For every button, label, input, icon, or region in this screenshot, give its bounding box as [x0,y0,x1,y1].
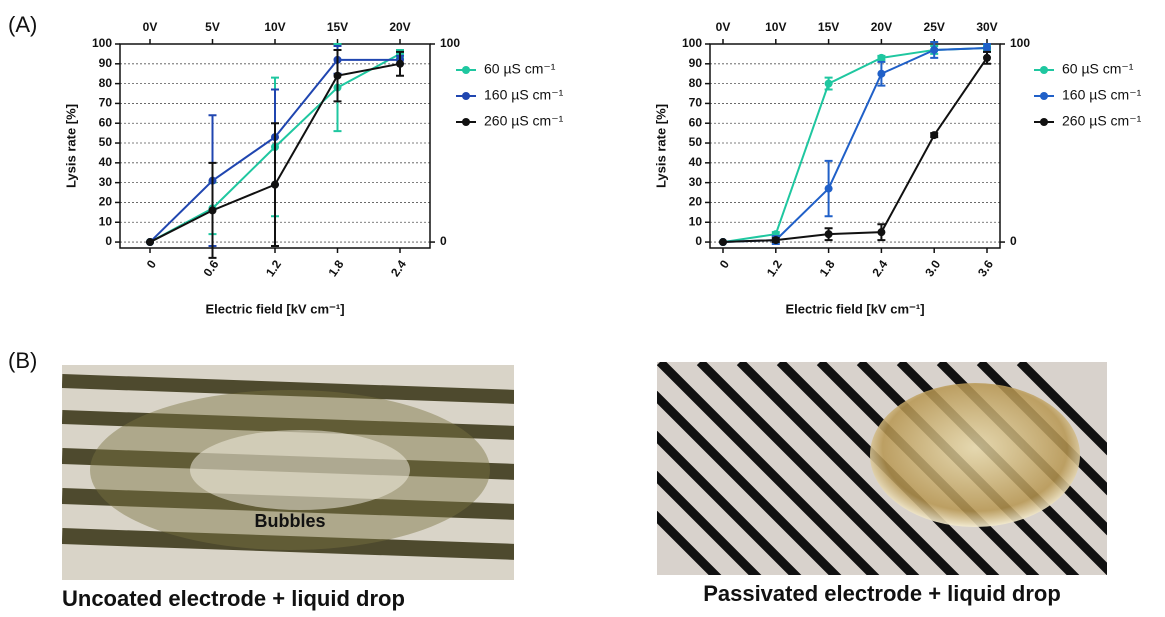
top-tick-label: 0V [143,20,158,34]
data-point [825,80,833,88]
panel-label: (B) [8,348,37,373]
series-line [723,48,987,242]
y-tick-label: 0 [695,234,702,248]
y-axis-title: Lysis rate [%] [653,104,668,188]
y-tick-label: 30 [99,175,113,189]
y-tick-label: 0 [105,234,112,248]
y-tick-label: 10 [99,214,113,228]
data-point [209,206,217,214]
x-tick-label: 0 [717,257,732,271]
figure: (A) (B) Bubbles Uncoated electrode + liq… [0,0,1165,612]
y2-tick-label: 100 [440,36,460,50]
legend-marker [462,92,470,100]
y2-tick-label: 0 [1010,234,1017,248]
data-point [334,72,342,80]
data-point [825,230,833,238]
x-tick-label: 1.2 [263,257,284,279]
legend-label: 60 µS cm⁻¹ [1062,61,1134,77]
x-axis-title: Electric field [kV cm⁻¹] [785,301,924,316]
data-point [983,44,991,52]
y-tick-label: 40 [99,155,113,169]
y-tick-label: 70 [99,96,113,110]
top-tick-label: 25V [924,20,945,34]
panel-label: (A) [8,12,37,37]
legend-marker [462,118,470,126]
x-axis-title: Electric field [kV cm⁻¹] [205,301,344,316]
series-line [723,58,987,242]
data-point [877,54,885,62]
y-axis-title: Lysis rate [%] [63,104,78,188]
top-tick-label: 20V [871,20,892,34]
photo-passivated [640,362,1165,592]
top-tick-label: 0V [716,20,731,34]
y-tick-label: 40 [689,155,703,169]
data-point [825,185,833,193]
y-tick-label: 70 [689,96,703,110]
y-tick-label: 10 [689,214,703,228]
legend-marker [462,66,470,74]
top-tick-label: 30V [976,20,997,34]
y-tick-label: 90 [99,56,113,70]
legend-marker [1040,118,1048,126]
photo-caption: Uncoated electrode + liquid drop [62,586,405,611]
photo-uncoated [62,365,522,580]
data-point [146,238,154,246]
data-point [877,70,885,78]
x-tick-label: 0 [144,257,159,271]
legend-label: 160 µS cm⁻¹ [484,87,564,103]
y-tick-label: 100 [682,36,702,50]
y2-tick-label: 0 [440,234,447,248]
photo-caption: Passivated electrode + liquid drop [703,581,1061,606]
top-tick-label: 10V [765,20,786,34]
y2-tick-label: 100 [1010,36,1030,50]
y-tick-label: 80 [99,76,113,90]
data-point [930,131,938,139]
x-tick-label: 3.0 [922,257,943,279]
data-point [396,60,404,68]
y-tick-label: 20 [99,195,113,209]
y-tick-label: 60 [689,115,703,129]
photo-annotation: Bubbles [254,511,325,531]
data-point [877,228,885,236]
y-tick-label: 30 [689,175,703,189]
legend-label: 160 µS cm⁻¹ [1062,87,1142,103]
top-tick-label: 15V [327,20,348,34]
y-tick-label: 100 [92,36,112,50]
x-tick-label: 1.2 [764,257,785,279]
y-tick-label: 60 [99,115,113,129]
x-tick-label: 3.6 [975,257,996,279]
top-tick-label: 15V [818,20,839,34]
data-point [719,238,727,246]
y-tick-label: 50 [99,135,113,149]
top-tick-label: 20V [389,20,410,34]
plot-frame [710,44,1000,248]
data-point [271,181,279,189]
x-tick-label: 2.4 [869,257,890,279]
x-tick-label: 0.6 [201,257,222,279]
x-tick-label: 1.8 [326,257,347,279]
legend-marker [1040,92,1048,100]
data-point [983,54,991,62]
y-tick-label: 90 [689,56,703,70]
data-point [930,46,938,54]
legend-label: 260 µS cm⁻¹ [484,113,564,129]
y-tick-label: 80 [689,76,703,90]
series-line [723,48,987,242]
top-tick-label: 5V [205,20,220,34]
legend-label: 60 µS cm⁻¹ [484,61,556,77]
x-tick-label: 2.4 [388,257,409,279]
y-tick-label: 50 [689,135,703,149]
legend-marker [1040,66,1048,74]
data-point [772,236,780,244]
legend-label: 260 µS cm⁻¹ [1062,113,1142,129]
y-tick-label: 20 [689,195,703,209]
x-tick-label: 1.8 [817,257,838,279]
top-tick-label: 10V [264,20,285,34]
